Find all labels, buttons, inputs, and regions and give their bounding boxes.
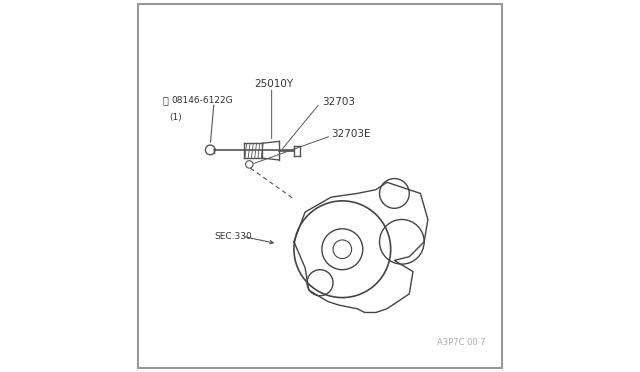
- Text: A3P7C 00·7: A3P7C 00·7: [437, 338, 486, 347]
- Text: Ⓑ: Ⓑ: [163, 96, 168, 105]
- Text: 25010Y: 25010Y: [254, 79, 293, 89]
- Text: SEC.330: SEC.330: [214, 232, 252, 241]
- Text: 32703: 32703: [322, 97, 355, 107]
- Text: (1): (1): [170, 113, 182, 122]
- Text: 08146-6122G: 08146-6122G: [172, 96, 233, 105]
- Text: 32703E: 32703E: [331, 129, 371, 139]
